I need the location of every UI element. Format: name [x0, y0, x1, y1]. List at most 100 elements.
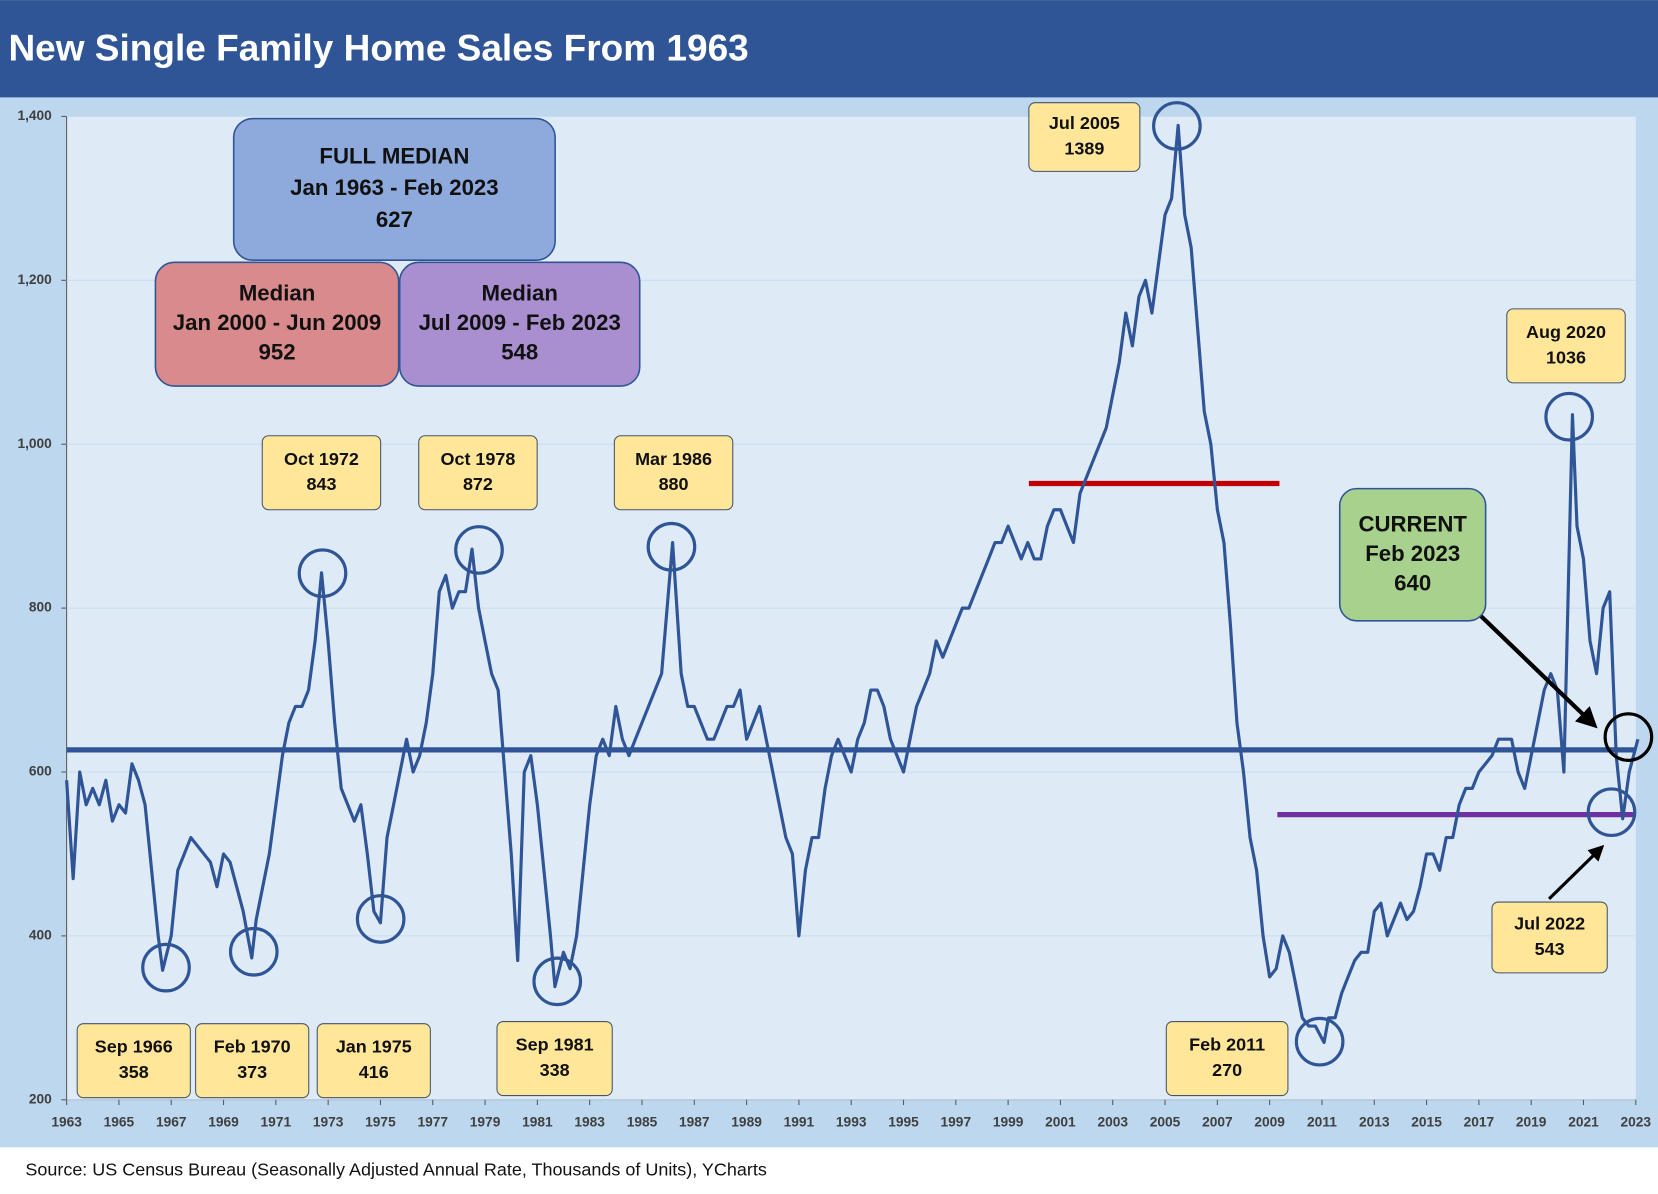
current-box	[1338, 487, 1487, 622]
annotation-value: 843	[306, 474, 336, 494]
current-circle	[1603, 712, 1654, 762]
x-tick-label: 1983	[574, 1115, 605, 1130]
annotation-circle	[1294, 1016, 1345, 1067]
x-tick-label: 2015	[1411, 1115, 1442, 1130]
x-tick-label: 2021	[1568, 1115, 1599, 1130]
footer	[0, 1147, 1658, 1194]
x-tick-label: 1995	[888, 1115, 919, 1130]
data-line	[65, 123, 1640, 1045]
x-tick-label: 1975	[365, 1115, 396, 1130]
annotation-date: Feb 1970	[214, 1037, 291, 1057]
chart-title: New Single Family Home Sales From 1963	[8, 28, 748, 69]
annotation-box	[418, 435, 538, 511]
annotation-box	[1506, 308, 1626, 384]
y-tick-label: 400	[29, 928, 52, 943]
y-tick-label: 1,400	[17, 108, 52, 123]
annotation-date: Feb 2011	[1189, 1035, 1265, 1055]
annotation-value: 358	[119, 1062, 149, 1082]
median-value: 627	[376, 207, 413, 232]
x-tick-label: 1993	[836, 1115, 867, 1130]
annotation-box	[1491, 901, 1608, 974]
x-tick-label: 1999	[993, 1115, 1024, 1130]
x-tick-label: 2009	[1254, 1115, 1285, 1130]
x-tick-label: 2007	[1202, 1115, 1233, 1130]
annotation-circle	[1586, 787, 1637, 838]
y-tick-label: 800	[29, 600, 52, 615]
median-title: Median	[481, 280, 557, 305]
annotation-box	[613, 435, 734, 511]
annotation-value: 543	[1535, 939, 1565, 959]
current-title: CURRENT	[1358, 511, 1467, 536]
annotation-value: 373	[237, 1062, 267, 1082]
x-tick-label: 2019	[1516, 1115, 1547, 1130]
arrow	[1478, 613, 1598, 729]
annotation-date: Oct 1978	[440, 449, 515, 469]
x-tick-label: 2005	[1150, 1115, 1181, 1130]
median-title: FULL MEDIAN	[319, 144, 469, 169]
annotation-date: Sep 1966	[95, 1037, 173, 1057]
annotation-value: 1036	[1546, 347, 1586, 367]
y-tick-label: 1,200	[17, 272, 52, 287]
annotation-box	[316, 1023, 431, 1099]
annotation-box	[1028, 102, 1141, 172]
annotation-box	[76, 1023, 191, 1099]
current-date: Feb 2023	[1365, 541, 1460, 566]
title-bar	[0, 0, 1658, 98]
layer: 200 400 600 800 1,000 1,200 1,400 1963 1965 1967 1…	[17, 101, 1654, 1130]
median-value: 548	[501, 340, 538, 365]
annotation-circle	[646, 521, 697, 572]
annotation-circle	[532, 956, 583, 1007]
annotation-value: 270	[1212, 1060, 1242, 1080]
x-tick-label: 1969	[208, 1115, 239, 1130]
median-box	[154, 261, 400, 387]
y-tick-label: 1,000	[17, 436, 52, 451]
annotation-circle	[355, 894, 406, 944]
median-value: 952	[259, 340, 296, 365]
annotation-circle	[228, 926, 279, 977]
x-tick-label: 2003	[1097, 1115, 1128, 1130]
median-period: Jan 1963 - Feb 2023	[290, 175, 498, 200]
annotation-circle	[297, 548, 348, 599]
x-tick-label: 1971	[261, 1115, 292, 1130]
annotation-box	[261, 435, 382, 511]
annotation-date: Sep 1981	[516, 1035, 594, 1055]
annotation-circle	[1544, 391, 1595, 442]
median-period: Jul 2009 - Feb 2023	[419, 310, 621, 335]
x-tick-label: 1997	[941, 1115, 972, 1130]
x-tick-label: 1977	[417, 1115, 448, 1130]
x-tick-label: 1991	[784, 1115, 815, 1130]
x-tick-label: 2001	[1045, 1115, 1076, 1130]
annotation-value: 880	[659, 474, 689, 494]
annotation-date: Oct 1972	[284, 449, 359, 469]
current-value: 640	[1394, 571, 1431, 596]
annotation-circle	[141, 942, 191, 993]
source: Source: US Census Bureau (Seasonally Adj…	[25, 1159, 766, 1179]
y-tick-label: 600	[29, 764, 52, 779]
x-tick-label: 1979	[470, 1115, 501, 1130]
x-tick-label: 2011	[1307, 1115, 1337, 1130]
annotation-box	[496, 1021, 613, 1097]
annotation-value: 416	[359, 1062, 389, 1082]
x-tick-label: 1963	[51, 1115, 82, 1130]
x-tick-label: 1981	[522, 1115, 553, 1130]
median-title: Median	[239, 280, 315, 305]
x-tick-label: 2017	[1464, 1115, 1495, 1130]
x-tick-label: 1967	[156, 1115, 187, 1130]
annotation-box	[1165, 1021, 1289, 1097]
x-tick-label: 2023	[1621, 1115, 1652, 1130]
arrow	[1547, 844, 1605, 901]
median-box	[232, 117, 556, 262]
annotation-value: 1389	[1064, 138, 1104, 158]
annotation-circle	[1152, 101, 1202, 151]
x-tick-label: 1987	[679, 1115, 710, 1130]
x-tick-label: 1985	[627, 1115, 658, 1130]
annotation-date: Jul 2022	[1514, 914, 1585, 934]
annotation-date: Jul 2005	[1049, 113, 1120, 133]
x-tick-label: 1965	[104, 1115, 135, 1130]
x-tick-label: 1989	[731, 1115, 762, 1130]
median-box	[398, 261, 641, 387]
x-tick-label: 1973	[313, 1115, 344, 1130]
y-tick-label: 200	[29, 1091, 52, 1106]
annotation-date: Jan 1975	[336, 1037, 412, 1057]
